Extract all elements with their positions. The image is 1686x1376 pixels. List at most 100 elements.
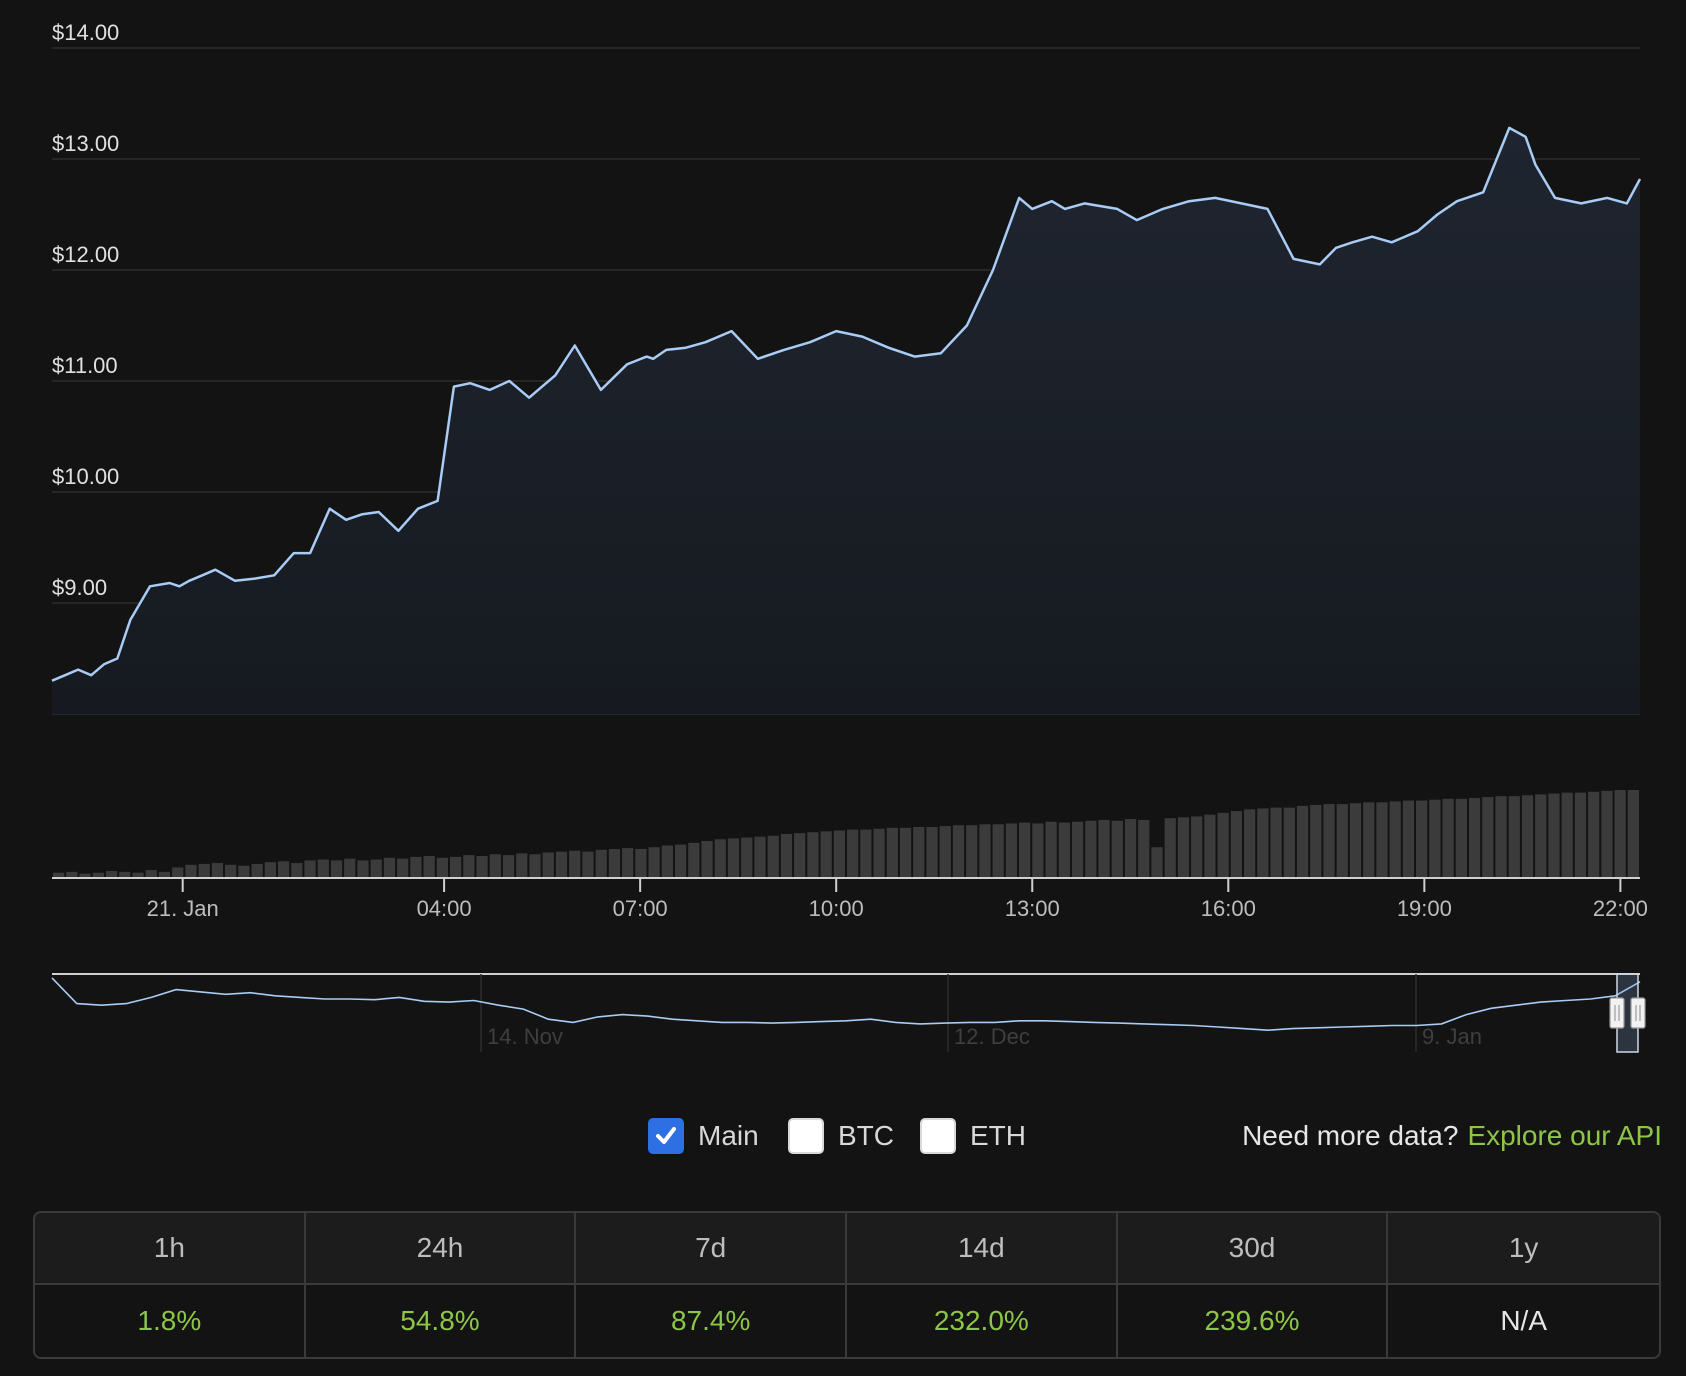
y-tick-label: $11.00: [52, 353, 118, 378]
x-tick-label: 13:00: [1005, 896, 1060, 921]
volume-bar: [1098, 819, 1110, 878]
volume-bar: [436, 857, 448, 878]
perf-value-7d: 87.4%: [576, 1285, 847, 1357]
volume-bar: [1310, 804, 1322, 878]
volume-bar: [899, 827, 912, 878]
price-chart-svg[interactable]: $14.00$13.00$12.00$11.00$10.00$9.00$8.00…: [0, 0, 1686, 1080]
volume-bar: [1138, 819, 1150, 878]
volume-bar: [1217, 812, 1229, 878]
x-tick-label: 16:00: [1201, 896, 1256, 921]
api-question: Need more data?: [1242, 1120, 1459, 1151]
volume-bar: [1164, 818, 1176, 878]
volume-bar: [661, 845, 673, 878]
volume-bar: [555, 851, 568, 878]
volume-bar: [1389, 801, 1401, 878]
volume-bar: [357, 860, 369, 878]
navigator-handle[interactable]: [1609, 997, 1625, 1029]
volume-bar: [714, 839, 726, 878]
volume-bar: [622, 848, 634, 878]
volume-bar: [410, 856, 422, 878]
volume-bar: [1005, 823, 1018, 878]
volume-bar: [1482, 797, 1494, 878]
volume-bar: [1429, 799, 1441, 878]
checkbox-main[interactable]: Main: [648, 1108, 759, 1164]
volume-bar: [251, 863, 263, 878]
volume-bar: [264, 862, 276, 878]
checkmark-icon: [656, 1127, 676, 1144]
volume-bar: [66, 871, 78, 878]
volume-bar: [450, 856, 462, 878]
volume-bar: [966, 825, 978, 878]
volume-bar: [1323, 804, 1335, 878]
y-tick-label: $12.00: [52, 242, 119, 267]
volume-bar: [1455, 798, 1467, 878]
volume-bar: [847, 829, 859, 878]
chart-controls: Main BTC ETH Need more data? Explore our…: [0, 1108, 1686, 1164]
volume-bar: [502, 855, 515, 878]
volume-bar: [1614, 790, 1626, 878]
volume-bar: [1574, 792, 1587, 878]
y-tick-label: $13.00: [52, 131, 119, 156]
volume-bar: [939, 826, 951, 878]
price-area: [52, 127, 1640, 714]
perf-header-1y: 1y: [1388, 1213, 1659, 1285]
volume-bar: [582, 851, 594, 878]
volume-bar: [277, 861, 290, 878]
volume-bar: [463, 855, 475, 878]
volume-bar: [608, 848, 621, 878]
volume-bar: [820, 831, 832, 878]
volume-bar: [741, 837, 753, 878]
volume-bar: [1363, 802, 1375, 878]
volume-bar: [1270, 807, 1282, 878]
perf-value-1h: 1.8%: [35, 1285, 306, 1357]
perf-value-30d: 239.6%: [1117, 1285, 1389, 1357]
volume-bar: [529, 854, 541, 878]
checkbox-btc-box[interactable]: [788, 1118, 824, 1154]
volume-bar: [211, 863, 224, 878]
volume-bar: [1111, 820, 1123, 878]
checkbox-eth-box[interactable]: [920, 1118, 956, 1154]
checkbox-btc-label: BTC: [838, 1120, 894, 1151]
checkbox-main-box[interactable]: [648, 1118, 684, 1154]
perf-value-14d: 232.0%: [846, 1285, 1118, 1357]
perf-header-30d: 30d: [1117, 1213, 1389, 1285]
checkbox-eth[interactable]: ETH: [920, 1108, 1026, 1164]
volume-bar: [238, 865, 250, 878]
x-tick-label: 21. Jan: [147, 896, 219, 921]
checkbox-eth-label: ETH: [970, 1120, 1026, 1151]
volume-bar: [119, 871, 131, 878]
volume-bar: [172, 867, 184, 878]
perf-value-1y: N/A: [1388, 1285, 1659, 1357]
price-chart[interactable]: $14.00$13.00$12.00$11.00$10.00$9.00$8.00…: [0, 0, 1686, 1080]
volume-bar: [105, 870, 118, 878]
volume-bar: [291, 863, 303, 878]
volume-bar: [423, 856, 435, 878]
volume-bar: [1468, 797, 1481, 878]
volume-bar: [1230, 811, 1242, 878]
volume-bar: [1548, 793, 1560, 878]
volume-bar: [1561, 792, 1573, 878]
volume-bar: [754, 836, 766, 878]
volume-bar: [1151, 847, 1163, 878]
explore-api-link[interactable]: Explore our API: [1467, 1120, 1662, 1151]
y-tick-label: $14.00: [52, 20, 119, 45]
price-line: [51, 126, 1642, 682]
volume-bar: [1032, 823, 1044, 878]
volume-bar: [1588, 791, 1600, 878]
volume-bar: [860, 829, 872, 878]
volume-bar: [992, 824, 1004, 878]
volume-bar: [79, 873, 91, 878]
volume-bar: [476, 856, 488, 878]
volume-bar: [370, 859, 382, 878]
volume-bar: [767, 835, 779, 878]
volume-bar: [780, 834, 793, 878]
volume-bar: [1296, 805, 1309, 878]
volume-bar: [132, 872, 144, 878]
volume-bar: [225, 864, 237, 878]
volume-bar: [1257, 808, 1269, 878]
navigator-handle[interactable]: [1630, 997, 1646, 1029]
volume-bar: [1019, 822, 1031, 878]
volume-bar: [1204, 814, 1216, 878]
checkbox-btc[interactable]: BTC: [788, 1108, 894, 1164]
volume-bar: [317, 859, 329, 878]
